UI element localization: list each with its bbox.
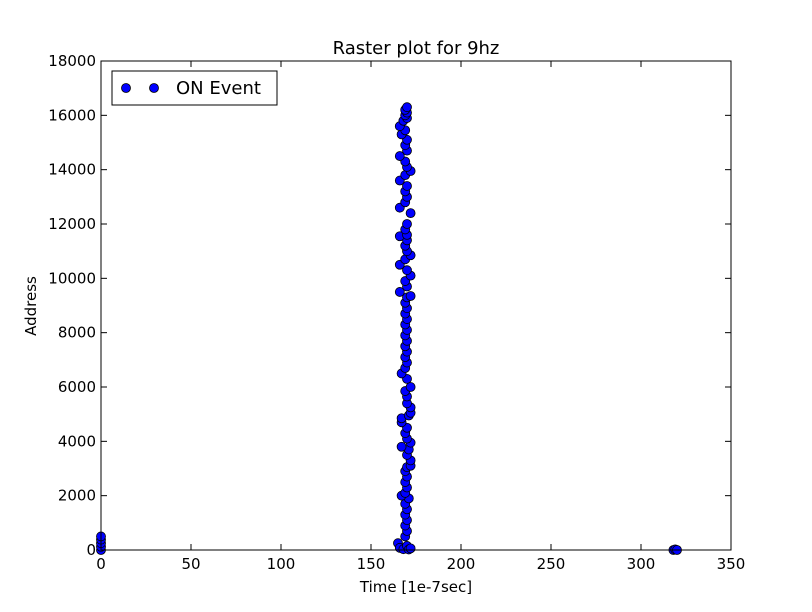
data-point — [394, 151, 405, 161]
data-point — [405, 382, 416, 392]
legend: ON Event — [111, 70, 278, 106]
data-point — [402, 102, 412, 113]
data-point — [405, 291, 416, 301]
data-point — [394, 287, 405, 297]
y-axis-ticks: 0 2000 4000 6000 8000 10000 12000 14000 16000 180… — [48, 52, 731, 559]
y-tick-label: 12000 — [48, 215, 96, 233]
y-tick-label: 6000 — [58, 378, 96, 396]
data-point — [405, 543, 416, 554]
x-tick-label: 150 — [357, 555, 386, 573]
x-tick-label: 300 — [627, 555, 656, 573]
y-tick-label: 14000 — [48, 161, 96, 179]
data-points — [96, 102, 682, 555]
data-point — [402, 181, 412, 191]
data-point — [405, 208, 416, 219]
x-tick-label: 0 — [96, 555, 106, 573]
legend-marker — [121, 83, 131, 93]
y-tick-label: 16000 — [48, 106, 96, 124]
x-tick-label: 100 — [267, 555, 296, 573]
data-point — [402, 265, 412, 276]
y-tick-label: 2000 — [58, 487, 96, 505]
y-tick-label: 4000 — [58, 432, 96, 450]
x-tick-label: 200 — [447, 555, 476, 573]
y-tick-label: 8000 — [58, 324, 96, 342]
plot-frame — [100, 60, 732, 551]
y-axis-label: Address — [22, 276, 40, 336]
x-tick-label: 350 — [717, 555, 746, 573]
y-tick-label: 0 — [86, 541, 96, 559]
y-tick-label: 18000 — [48, 52, 96, 70]
legend-box — [111, 70, 278, 106]
data-point — [396, 441, 407, 452]
x-axis-label: Time [1e-7sec] — [359, 578, 472, 596]
x-tick-label: 250 — [537, 555, 566, 573]
chart-title: Raster plot for 9hz — [333, 38, 500, 59]
y-tick-label: 10000 — [48, 269, 96, 287]
data-point — [402, 219, 412, 229]
x-axis-ticks: 0 50 100 150 200 250 300 350 — [96, 61, 745, 573]
legend-label: ON Event — [176, 78, 261, 99]
x-tick-label: 50 — [181, 555, 200, 573]
legend-marker — [149, 83, 159, 93]
